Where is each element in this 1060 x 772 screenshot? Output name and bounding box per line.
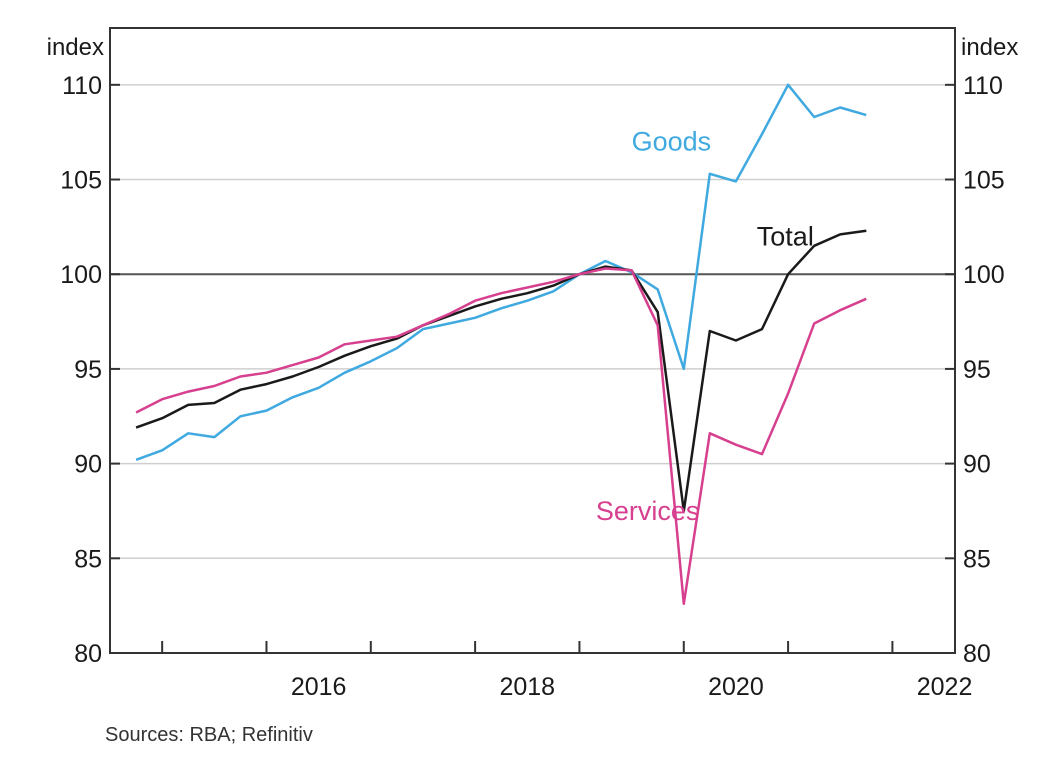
- y-tick-label-right: 100: [963, 261, 1005, 289]
- series-label-services: Services: [596, 496, 700, 526]
- y-axis-left-unit: index: [47, 34, 104, 61]
- series-line-total: [135, 229, 867, 513]
- series-line-services: [135, 267, 867, 606]
- y-tick-label-right: 105: [963, 167, 1005, 195]
- gridlines: [110, 84, 955, 560]
- source-note: Sources: RBA; Refinitiv: [105, 724, 313, 746]
- series-labels: Goods Total Services: [596, 127, 814, 526]
- series-label-goods: Goods: [632, 127, 712, 157]
- x-axis-ticks: 2016 2018 2020 2022: [161, 641, 973, 701]
- y-tick-label-right: 80: [963, 640, 991, 668]
- series-line-goods: [135, 83, 867, 461]
- y-tick-label-right: 90: [963, 451, 991, 479]
- y-tick-label-left: 95: [74, 356, 102, 384]
- y-tick-label-left: 110: [62, 72, 102, 100]
- y-tick-label-left: 85: [74, 545, 102, 573]
- x-tick-label: 2022: [917, 673, 973, 701]
- y-tick-label-left: 100: [60, 261, 102, 289]
- y-tick-label-right: 95: [963, 356, 991, 384]
- y-tick-label-right: 110: [963, 72, 1003, 100]
- y-axis-left: 80 85 90 95 100 105 110: [60, 72, 120, 668]
- series-label-total: Total: [757, 221, 814, 251]
- chart-canvas: 2016 2018 2020 2022 80 85 90 95 100 105 110 80 85 9…: [47, 27, 1018, 701]
- y-tick-label-left: 105: [60, 167, 102, 195]
- x-tick-label: 2020: [708, 673, 764, 701]
- x-tick-label: 2018: [499, 673, 555, 701]
- y-axis-right: 80 85 90 95 100 105 110: [945, 72, 1005, 668]
- y-tick-label-left: 80: [74, 640, 102, 668]
- plot-frame: [109, 27, 956, 654]
- series-lines: [135, 83, 867, 606]
- x-tick-label: 2016: [291, 673, 347, 701]
- y-tick-label-right: 85: [963, 545, 991, 573]
- y-axis-right-unit: index: [961, 34, 1018, 61]
- y-tick-label-left: 90: [74, 451, 102, 479]
